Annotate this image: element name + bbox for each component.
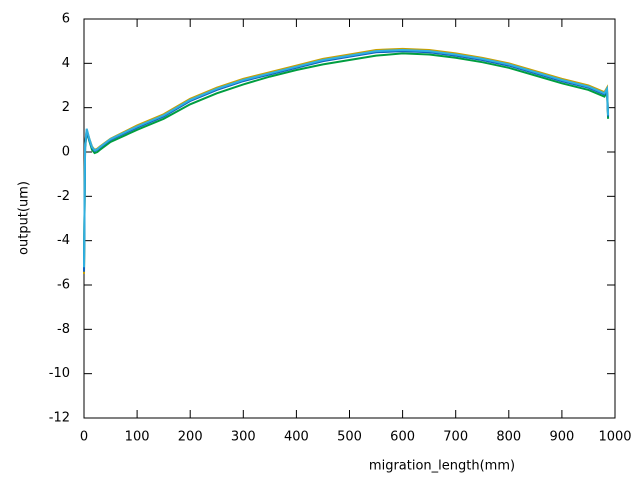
- x-tick-label: 400: [284, 430, 309, 445]
- y-tick-label: 0: [62, 145, 70, 160]
- y-tick-label: 4: [62, 56, 70, 71]
- x-axis-label: migration_length(mm): [369, 459, 515, 474]
- y-axis-label: output(um): [17, 181, 32, 255]
- x-tick-label: 300: [231, 430, 256, 445]
- series-line: [83, 52, 610, 270]
- x-tick-label: 500: [337, 430, 362, 445]
- y-tick-label: 2: [62, 100, 70, 115]
- y-tick-label: -2: [57, 189, 70, 204]
- x-tick-label: 600: [390, 430, 415, 445]
- series-line: [83, 48, 610, 268]
- x-tick-label: 100: [125, 430, 150, 445]
- x-tick-label: 900: [549, 430, 574, 445]
- y-tick-label: -12: [49, 411, 70, 426]
- plot-border: [83, 18, 616, 419]
- x-tick-label: 200: [178, 430, 203, 445]
- x-tick-label: 1000: [598, 430, 631, 445]
- y-tick-label: -8: [57, 322, 70, 337]
- y-tick-label: -10: [49, 366, 70, 381]
- x-tick-label: 800: [496, 430, 521, 445]
- y-tick-label: 6: [62, 12, 70, 27]
- x-tick-label: 0: [80, 430, 88, 445]
- y-tick-label: -6: [57, 278, 70, 293]
- y-tick-label: -4: [57, 233, 70, 248]
- series-line: [83, 47, 610, 274]
- series-line: [83, 50, 610, 272]
- x-tick-label: 700: [443, 430, 468, 445]
